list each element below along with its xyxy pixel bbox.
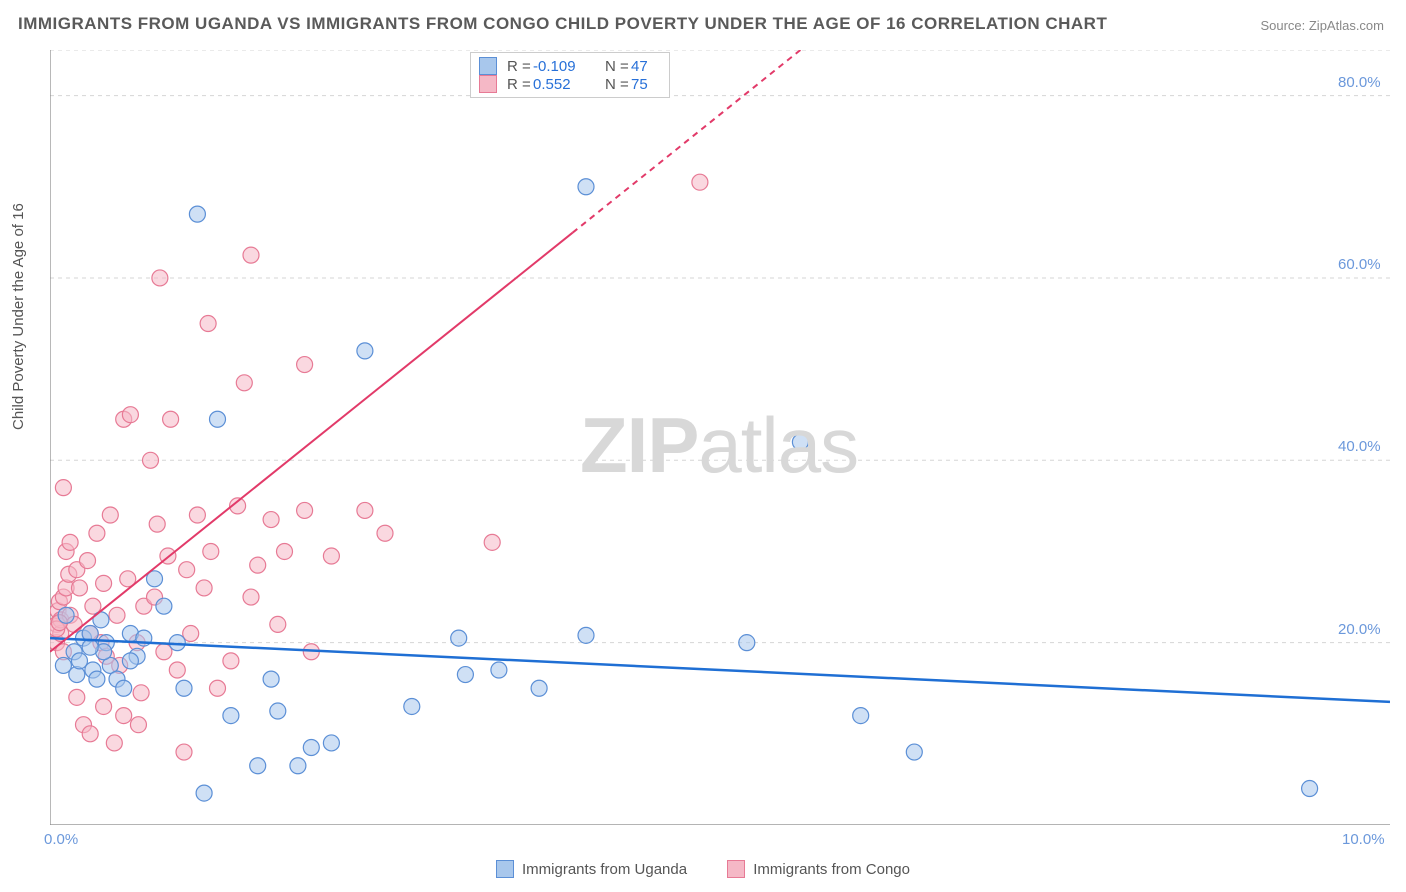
legend-label-uganda: Immigrants from Uganda <box>522 861 687 878</box>
legend-swatch-congo <box>479 75 497 93</box>
axis-tick: 40.0% <box>1338 438 1381 455</box>
legend-label-congo: Immigrants from Congo <box>753 861 910 878</box>
source-prefix: Source: <box>1260 18 1308 33</box>
n-label: N = <box>605 58 631 75</box>
legend-item-congo: Immigrants from Congo <box>727 860 910 878</box>
axis-tick: 60.0% <box>1338 256 1381 273</box>
axis-tick: 20.0% <box>1338 621 1381 638</box>
r-label: R = <box>507 76 533 93</box>
legend-item-uganda: Immigrants from Uganda <box>496 860 687 878</box>
watermark: ZIPatlas <box>580 400 858 491</box>
legend-swatch-uganda <box>479 57 497 75</box>
legend-swatch-icon <box>496 860 514 878</box>
y-axis-label: Child Poverty Under the Age of 16 <box>10 203 27 430</box>
chart-title: IMMIGRANTS FROM UGANDA VS IMMIGRANTS FRO… <box>18 14 1107 34</box>
n-value-uganda: 47 <box>631 58 661 75</box>
legend-swatch-icon <box>727 860 745 878</box>
r-value-congo: 0.552 <box>533 76 605 93</box>
axis-tick: 10.0% <box>1342 831 1385 848</box>
watermark-bold: ZIP <box>580 401 698 489</box>
series-legend: Immigrants from Uganda Immigrants from C… <box>0 860 1406 882</box>
legend-row-uganda: R = -0.109 N = 47 <box>479 57 661 75</box>
axis-tick: 80.0% <box>1338 74 1381 91</box>
r-value-uganda: -0.109 <box>533 58 605 75</box>
r-label: R = <box>507 58 533 75</box>
axis-tick: 0.0% <box>44 831 78 848</box>
source-attribution: Source: ZipAtlas.com <box>1260 18 1384 33</box>
n-label: N = <box>605 76 631 93</box>
watermark-rest: atlas <box>698 401 858 489</box>
legend-row-congo: R = 0.552 N = 75 <box>479 75 661 93</box>
n-value-congo: 75 <box>631 76 661 93</box>
correlation-legend: R = -0.109 N = 47 R = 0.552 N = 75 <box>470 52 670 98</box>
source-name: ZipAtlas.com <box>1309 18 1384 33</box>
